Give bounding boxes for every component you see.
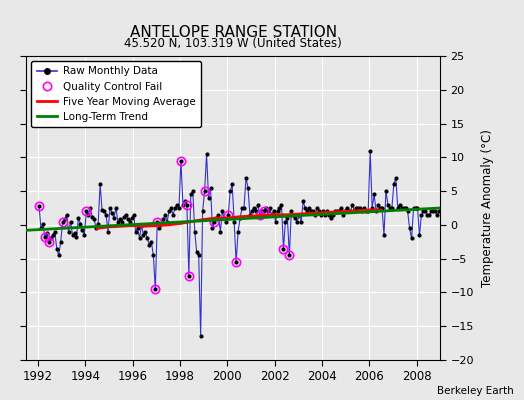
Text: Berkeley Earth: Berkeley Earth bbox=[437, 386, 514, 396]
Y-axis label: Temperature Anomaly (°C): Temperature Anomaly (°C) bbox=[481, 129, 494, 287]
Text: 45.520 N, 103.319 W (United States): 45.520 N, 103.319 W (United States) bbox=[124, 37, 342, 50]
Title: ANTELOPE RANGE STATION: ANTELOPE RANGE STATION bbox=[129, 24, 337, 40]
Legend: Raw Monthly Data, Quality Control Fail, Five Year Moving Average, Long-Term Tren: Raw Monthly Data, Quality Control Fail, … bbox=[31, 61, 201, 127]
